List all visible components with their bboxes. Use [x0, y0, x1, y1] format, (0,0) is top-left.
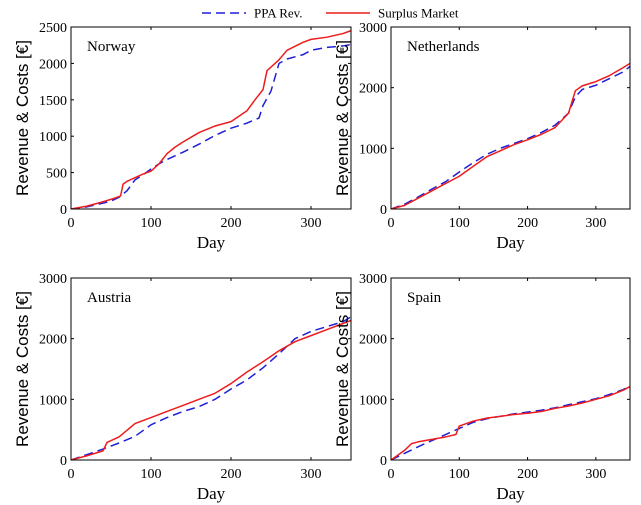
x-axis-label: Day [496, 233, 525, 252]
y-tick-label: 1000 [39, 130, 67, 145]
x-tick-label: 300 [301, 467, 322, 482]
y-tick-label: 2500 [39, 21, 67, 36]
series-line-ppa-rev [391, 385, 630, 460]
y-tick-label: 3000 [359, 272, 387, 287]
x-axis-label: Day [496, 484, 525, 503]
x-tick-label: 100 [449, 216, 470, 231]
axes-box [70, 26, 352, 210]
panel-title: Norway [87, 39, 136, 55]
y-tick-label: 1000 [359, 142, 387, 157]
legend: PPA Rev. Surplus Market [202, 6, 459, 21]
panel-title: Spain [407, 290, 442, 306]
legend-label-surplus: Surplus Market [378, 6, 459, 21]
y-tick-label: 1000 [39, 393, 67, 408]
series-line-surplus-market [391, 385, 630, 460]
y-tick-label: 0 [380, 454, 387, 469]
y-axis-label: Revenue & Costs [€] [13, 40, 32, 196]
y-tick-label: 2000 [359, 333, 387, 348]
y-tick-label: 1500 [39, 94, 67, 109]
panel-title: Austria [87, 290, 132, 306]
x-tick-label: 200 [517, 467, 538, 482]
legend-label-ppa: PPA Rev. [254, 6, 303, 21]
axes-box [70, 277, 352, 461]
x-tick-label: 200 [517, 216, 538, 231]
x-tick-label: 300 [301, 216, 322, 231]
series-line-surplus-market [71, 319, 351, 460]
x-tick-label: 100 [449, 467, 470, 482]
y-tick-label: 0 [60, 203, 67, 218]
y-tick-label: 3000 [359, 21, 387, 36]
series-line-ppa-rev [71, 316, 351, 460]
y-tick-label: 2000 [359, 82, 387, 97]
x-axis-label: Day [197, 484, 226, 503]
series-line-ppa-rev [71, 43, 351, 209]
panels: 0 100 200 30005001000150020002500NorwayDayR… [13, 21, 631, 503]
series-line-surplus-market [71, 29, 351, 209]
series-line-surplus-market [391, 62, 630, 209]
x-tick-label: 300 [585, 216, 606, 231]
y-tick-label: 500 [46, 167, 67, 182]
axes-box [390, 26, 631, 210]
y-axis-label: Revenue & Costs [€] [333, 291, 352, 447]
x-tick-label: 300 [585, 467, 606, 482]
y-tick-label: 2000 [39, 333, 67, 348]
y-tick-label: 0 [380, 203, 387, 218]
series-line-ppa-rev [391, 65, 630, 209]
x-tick-label: 200 [221, 467, 242, 482]
chart-panel-austria: 0 100 200 3000100020003000AustriaDayRevenue… [13, 272, 352, 503]
x-tick-label: 0 [68, 216, 75, 231]
y-tick-label: 2000 [39, 57, 67, 72]
y-tick-label: 3000 [39, 272, 67, 287]
y-tick-label: 0 [60, 454, 67, 469]
chart-panel-norway: 0 100 200 300 0 500 1000 1500 2000 2500 Norway Day R… [13, 21, 352, 252]
axes-box [390, 277, 631, 461]
x-tick-label: 100 [141, 216, 162, 231]
panel-title: Netherlands [407, 39, 480, 55]
y-axis-label: Revenue & Costs [€] [13, 291, 32, 447]
x-axis-label: Day [197, 233, 226, 252]
y-tick-label: 1000 [359, 393, 387, 408]
x-tick-label: 0 [68, 467, 75, 482]
x-tick-label: 0 [388, 216, 395, 231]
x-tick-label: 200 [221, 216, 242, 231]
chart-panel-netherlands: 0 100 200 3000100020003000NetherlandsDayRev… [333, 21, 631, 252]
y-axis-label: Revenue & Costs [€] [333, 40, 352, 196]
x-tick-label: 0 [388, 467, 395, 482]
x-tick-label: 100 [141, 467, 162, 482]
